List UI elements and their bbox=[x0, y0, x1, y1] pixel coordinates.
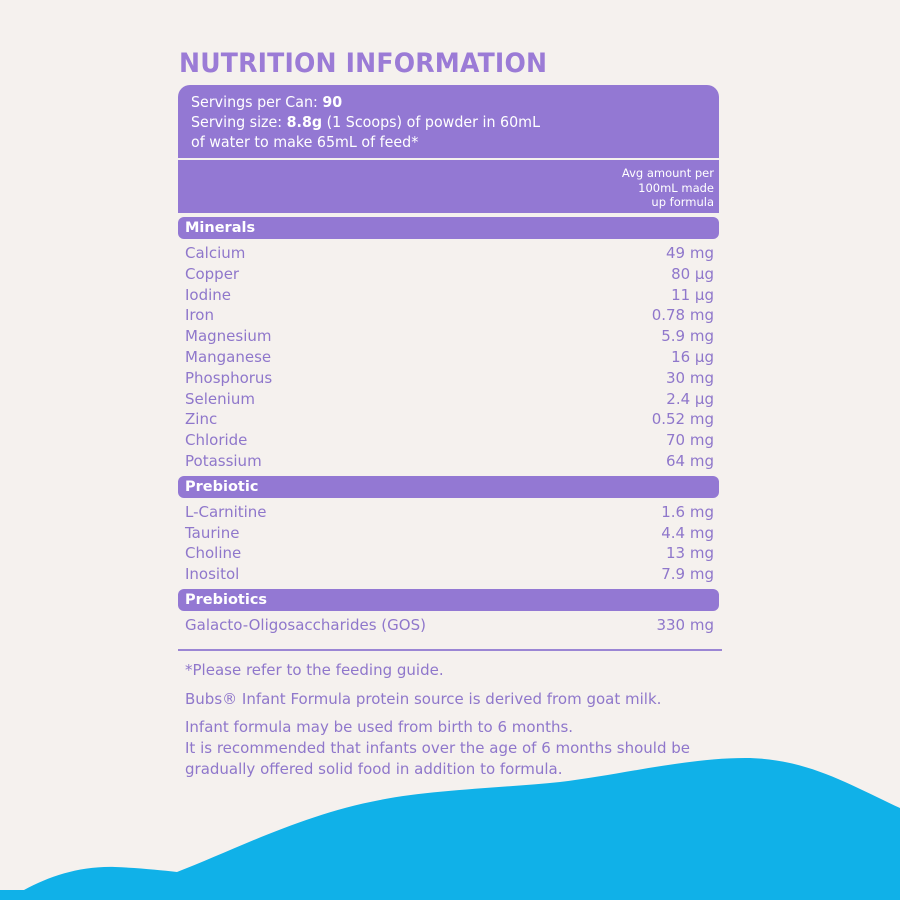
column-heading-line: 100mL made bbox=[638, 180, 714, 195]
section-header-prebiotic: Prebiotic bbox=[178, 475, 719, 498]
nutrient-label: Copper bbox=[185, 264, 240, 283]
table-row: Inositol 7.9 mg bbox=[185, 564, 714, 585]
nutrient-value: 0.52 mg bbox=[651, 410, 714, 429]
table-row: Iron 0.78 mg bbox=[185, 305, 714, 326]
nutrient-label: Calcium bbox=[185, 244, 246, 262]
section-header-prebiotics: Prebiotics bbox=[178, 588, 719, 611]
serving-size-line2: of water to make 65mL of feed* bbox=[191, 133, 419, 151]
page-title: NUTRITION INFORMATION bbox=[179, 48, 548, 79]
nutrient-value: 70 mg bbox=[666, 431, 714, 450]
nutrient-value: 30 mg bbox=[666, 368, 714, 387]
nutrient-value: 11 µg bbox=[671, 285, 714, 304]
nutrient-value: 80 µg bbox=[671, 264, 714, 283]
table-row: Taurine 4.4 mg bbox=[185, 523, 714, 544]
serving-size-rest: (1 Scoops) of powder in 60mL bbox=[322, 113, 541, 131]
table-row: Magnesium 5.9 mg bbox=[185, 326, 714, 347]
column-heading: Avg amount per 100mL made up formula bbox=[178, 160, 719, 213]
table-row: Chloride 70 mg bbox=[185, 430, 714, 451]
table-row: Zinc 0.52 mg bbox=[185, 409, 714, 430]
table-row: L-Carnitine 1.6 mg bbox=[185, 502, 714, 523]
feeding-guide-note: *Please refer to the feeding guide. bbox=[185, 661, 444, 679]
nutrient-label: Potassium bbox=[185, 451, 262, 470]
divider-line bbox=[178, 649, 722, 651]
nutrient-value: 0.78 mg bbox=[651, 306, 714, 325]
table-row: Iodine 11 µg bbox=[185, 285, 714, 306]
column-heading-line: up formula bbox=[651, 195, 714, 209]
minerals-rows: Calcium 49 mg Copper 80 µg Iodine 11 µg Iro… bbox=[178, 239, 719, 472]
nutrient-value: 49 mg bbox=[666, 244, 714, 262]
nutrient-value: 7.9 mg bbox=[661, 565, 714, 584]
table-row: Potassium 64 mg bbox=[185, 451, 714, 472]
nutrient-value: 4.4 mg bbox=[661, 523, 714, 542]
table-row: Calcium 49 mg bbox=[185, 243, 714, 264]
serving-size: Serving size: 8.8g (1 Scoops) of powder … bbox=[191, 112, 693, 132]
nutrient-label: Zinc bbox=[185, 410, 218, 429]
nutrient-value: 5.9 mg bbox=[661, 327, 714, 346]
nutrient-label: Iron bbox=[185, 306, 214, 325]
table-row: Copper 80 µg bbox=[185, 264, 714, 285]
nutrient-label: L-Carnitine bbox=[185, 502, 267, 521]
nutrient-label: Manganese bbox=[185, 347, 272, 366]
nutrient-label: Selenium bbox=[185, 389, 255, 408]
servings-label: Servings per Can: bbox=[191, 93, 323, 111]
nutrient-label: Magnesium bbox=[185, 327, 272, 346]
serving-info-header: Servings per Can: 90 Serving size: 8.8g … bbox=[178, 85, 719, 158]
protein-source-note: Bubs® Infant Formula protein source is d… bbox=[185, 690, 662, 708]
nutrient-label: Chloride bbox=[185, 431, 248, 450]
nutrient-label: Iodine bbox=[185, 285, 232, 304]
nutrient-label: Choline bbox=[185, 544, 242, 563]
table-row: Manganese 16 µg bbox=[185, 347, 714, 368]
servings-per-can: Servings per Can: 90 bbox=[191, 92, 693, 112]
column-heading-line: Avg amount per bbox=[621, 166, 714, 180]
age-note-line-1: Infant formula may be used from birth to… bbox=[185, 718, 574, 736]
prebiotic-rows: L-Carnitine 1.6 mg Taurine 4.4 mg Choline 1… bbox=[178, 498, 719, 585]
header-separator bbox=[178, 158, 719, 160]
table-row: Galacto-Oligosaccharides (GOS) 330 mg bbox=[185, 615, 714, 636]
nutrient-label: Taurine bbox=[185, 523, 240, 542]
section-header-minerals: Minerals bbox=[178, 217, 719, 239]
table-row: Choline 13 mg bbox=[185, 543, 714, 564]
footnotes: *Please refer to the feeding guide. Bubs… bbox=[185, 660, 745, 780]
age-note-line-3: gradually offered solid food in addition… bbox=[185, 760, 563, 778]
nutrient-value: 16 µg bbox=[671, 347, 714, 366]
serving-size-value: 8.8g bbox=[286, 113, 323, 131]
nutrient-value: 13 mg bbox=[666, 544, 714, 563]
nutrient-value: 1.6 mg bbox=[661, 502, 714, 521]
blue-wave-decoration bbox=[0, 757, 900, 900]
nutrient-label: Galacto-Oligosaccharides (GOS) bbox=[185, 615, 426, 634]
nutrient-label: Inositol bbox=[185, 565, 240, 584]
nutrient-label: Phosphorus bbox=[185, 368, 273, 387]
serving-size-label: Serving size: bbox=[191, 113, 287, 131]
table-row: Selenium 2.4 µg bbox=[185, 389, 714, 410]
nutrient-value: 330 mg bbox=[656, 615, 714, 634]
table-row: Phosphorus 30 mg bbox=[185, 368, 714, 389]
nutrition-panel: Servings per Can: 90 Serving size: 8.8g … bbox=[178, 85, 719, 636]
age-note-line-2: It is recommended that infants over the … bbox=[185, 739, 690, 757]
nutrient-value: 64 mg bbox=[666, 451, 714, 470]
nutrient-value: 2.4 µg bbox=[666, 389, 714, 408]
prebiotics-rows: Galacto-Oligosaccharides (GOS) 330 mg bbox=[178, 611, 719, 636]
servings-value: 90 bbox=[322, 93, 343, 111]
